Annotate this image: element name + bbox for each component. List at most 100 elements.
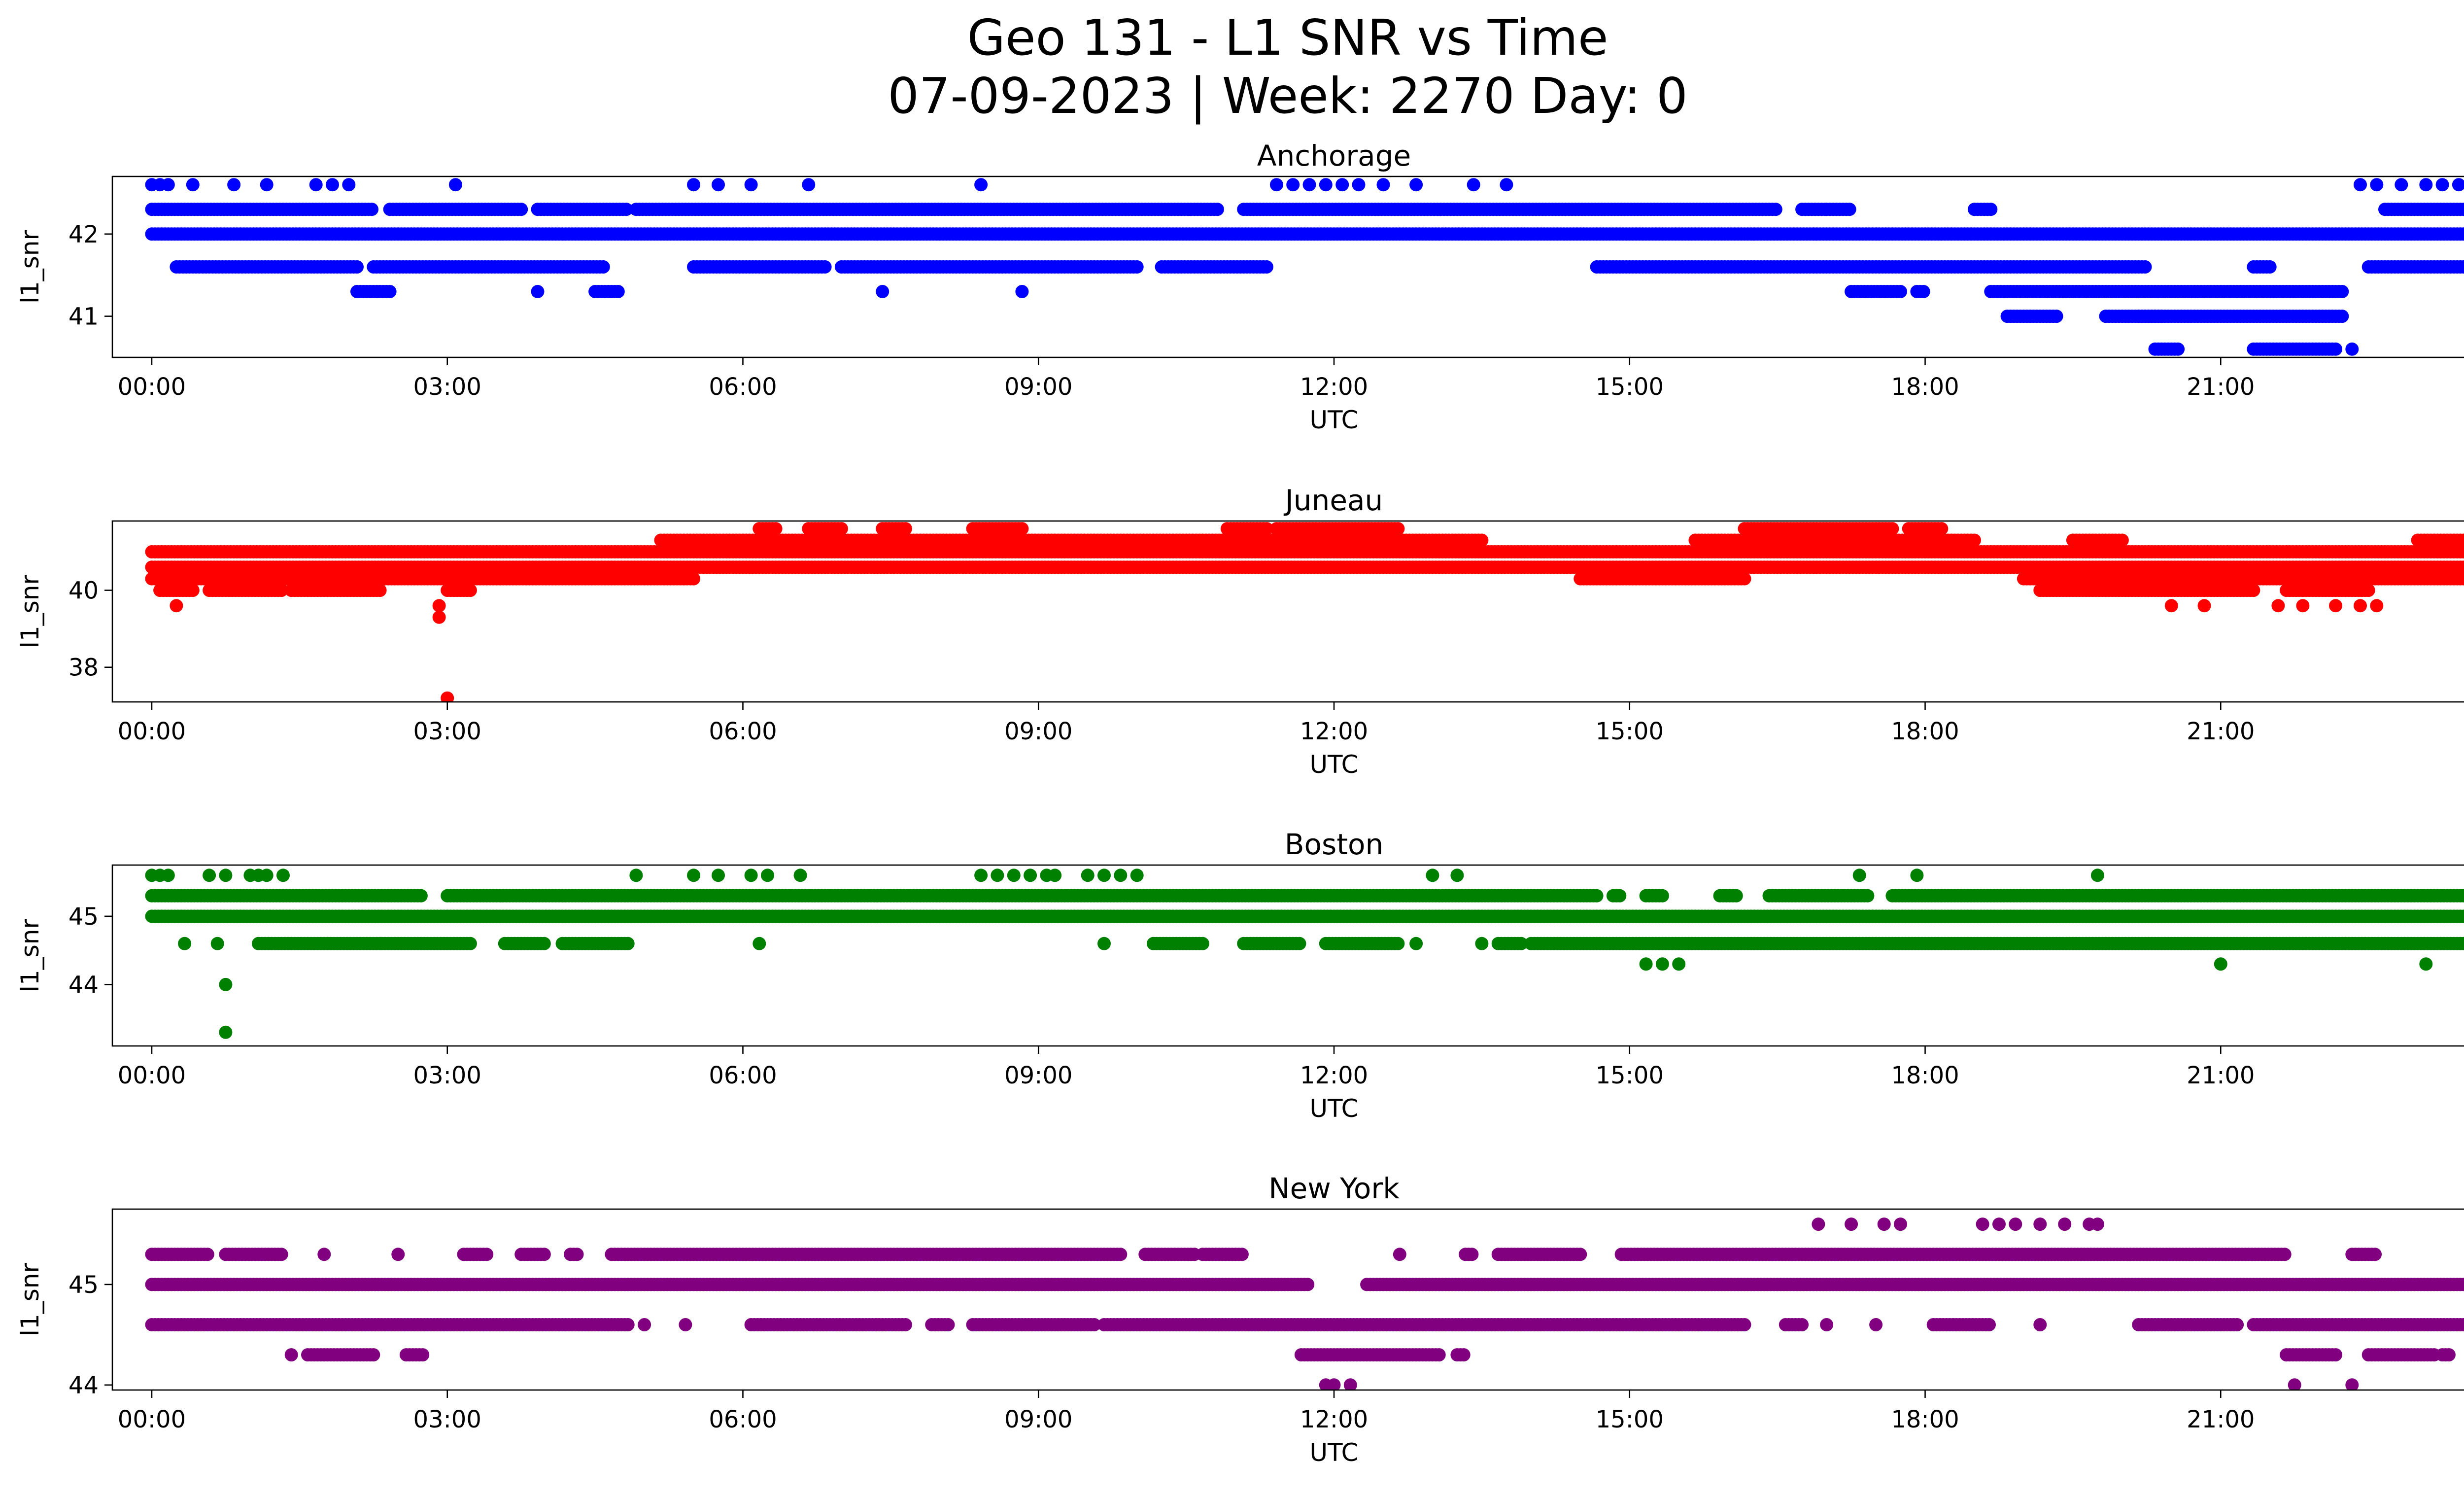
- data-point: [2164, 599, 2178, 613]
- subplot-title: Juneau: [1284, 484, 1383, 517]
- y-axis-label: l1_snr: [16, 575, 44, 648]
- data-point: [2197, 599, 2211, 613]
- data-point: [2115, 533, 2129, 547]
- data-point: [744, 178, 758, 192]
- x-tick-label: 21:00: [2187, 718, 2255, 745]
- data-point: [227, 178, 241, 192]
- data-point: [2460, 561, 2464, 573]
- data-point: [1286, 178, 1300, 192]
- y-tick-label: 42: [68, 221, 99, 248]
- x-tick-label: 21:00: [2187, 373, 2255, 401]
- data-point: [448, 178, 462, 192]
- data-point: [186, 584, 200, 597]
- data-point: [161, 178, 175, 192]
- data-points: [145, 869, 2464, 1039]
- data-point: [2460, 203, 2464, 215]
- x-tick-label: 09:00: [1004, 718, 1072, 745]
- data-point: [260, 178, 274, 192]
- data-point: [802, 178, 816, 192]
- data-point: [2263, 260, 2277, 274]
- data-point: [687, 178, 700, 192]
- data-point: [186, 178, 200, 192]
- data-point: [1376, 178, 1390, 192]
- x-tick-label: 00:00: [118, 373, 186, 401]
- data-point: [1916, 285, 1930, 298]
- data-point: [1302, 178, 1316, 192]
- data-point: [596, 260, 610, 274]
- data-point: [1260, 522, 1273, 536]
- data-point: [1352, 178, 1366, 192]
- data-point: [1885, 522, 1899, 536]
- data-point: [2460, 573, 2464, 585]
- data-point: [1984, 203, 1998, 216]
- data-point: [432, 610, 446, 624]
- data-point: [432, 599, 446, 613]
- data-point: [365, 203, 378, 216]
- subplot-title: Anchorage: [1257, 139, 1411, 173]
- chart-anchorage: 00:00 03:00 06:00 09:00 12:00 15:00 18:00 21:00…: [16, 139, 2464, 434]
- data-point: [2335, 310, 2349, 323]
- data-point: [514, 203, 528, 216]
- data-point: [2329, 342, 2342, 356]
- chart-boston: 00:00 03:00 06:00 09:00 12:00 15:00 18:00 21:00…: [16, 828, 2464, 1123]
- data-point: [2050, 310, 2063, 323]
- y-axis-label: l1_snr: [16, 230, 44, 304]
- data-point: [2361, 584, 2375, 597]
- data-point: [274, 584, 288, 597]
- x-tick-label: 18:00: [1891, 373, 1959, 401]
- x-tick-label: 15:00: [1596, 373, 1664, 401]
- data-point: [383, 285, 397, 298]
- y-tick-label: 40: [68, 577, 99, 605]
- data-point: [2345, 342, 2359, 356]
- data-point: [1968, 533, 1981, 547]
- data-point: [876, 285, 890, 298]
- data-point: [2271, 599, 2285, 613]
- data-point: [350, 260, 364, 274]
- x-tick-label: 12:00: [1300, 373, 1368, 401]
- chart-juneau: 00:00 03:00 06:00 09:00 12:00 15:00 18:00 21:00…: [16, 484, 2464, 779]
- data-point: [531, 285, 545, 298]
- figure-title-block: Geo 131 - L1 SNR vs Time 07-09-2023 | We…: [0, 9, 2464, 125]
- x-tick-label: 06:00: [709, 718, 777, 745]
- data-point: [2354, 599, 2367, 613]
- data-point: [1015, 522, 1029, 536]
- data-point: [1015, 285, 1029, 298]
- x-tick-label: 12:00: [1300, 718, 1368, 745]
- x-tick-label: 00:00: [118, 718, 186, 745]
- data-point: [2354, 178, 2367, 192]
- data-point: [1894, 285, 1907, 298]
- data-point: [2395, 178, 2408, 192]
- data-point: [2435, 178, 2449, 192]
- data-point: [1130, 260, 1144, 274]
- data-point: [974, 178, 988, 192]
- data-point: [342, 178, 356, 192]
- data-point: [1210, 203, 1224, 216]
- data-point: [2296, 599, 2310, 613]
- data-point: [1475, 533, 1489, 547]
- data-point: [2171, 342, 2185, 356]
- data-point: [687, 572, 700, 586]
- x-tick-label: 06:00: [709, 373, 777, 401]
- data-point: [309, 178, 323, 192]
- data-point: [1260, 260, 1273, 274]
- data-point: [1738, 572, 1751, 586]
- data-point: [326, 178, 339, 192]
- data-point: [170, 599, 183, 613]
- data-point: [619, 203, 633, 216]
- data-point: [1935, 522, 1949, 536]
- data-point: [1409, 178, 1423, 192]
- data-point: [1500, 178, 1513, 192]
- data-point: [2370, 178, 2384, 192]
- x-tick-label: 03:00: [413, 718, 481, 745]
- data-point: [2452, 178, 2464, 192]
- data-point: [1319, 178, 1333, 192]
- y-tick-label: 38: [68, 654, 99, 682]
- data-point: [1467, 178, 1480, 192]
- x-axis-label: UTC: [1309, 406, 1358, 434]
- data-point: [611, 285, 625, 298]
- data-point: [769, 522, 783, 536]
- data-point: [463, 584, 477, 597]
- figure-title-line2: 07-09-2023 | Week: 2270 Day: 0: [888, 67, 1688, 125]
- data-point: [373, 584, 387, 597]
